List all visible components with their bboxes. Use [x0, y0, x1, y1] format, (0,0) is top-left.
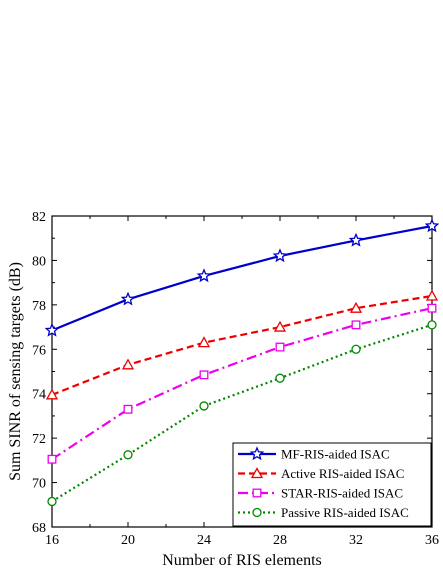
- x-axis-label: Number of RIS elements: [162, 552, 322, 569]
- y-tick-label: 70: [32, 477, 46, 492]
- data-point: [272, 248, 288, 263]
- data-point: [47, 496, 57, 507]
- data-point: [120, 291, 136, 306]
- series-markers: [44, 218, 440, 507]
- series-line-3: [51, 307, 433, 461]
- data-point: [123, 404, 133, 414]
- data-point: [123, 450, 133, 460]
- y-tick-label: 72: [32, 432, 46, 447]
- x-tick-label: 24: [197, 533, 211, 548]
- data-point: [199, 370, 209, 380]
- y-tick-label: 80: [32, 254, 46, 269]
- legend-marker: [252, 488, 262, 498]
- y-tick-label: 82: [32, 210, 46, 225]
- y-axis-label: Sum SINR of sensing targets (dB): [7, 262, 24, 481]
- tick-labels: 16 20 24 28 32 36 68 70 72 74 76 78 80 82: [32, 210, 439, 548]
- legend-label: MF-RIS-aided ISAC: [281, 447, 390, 462]
- y-tick-label: 74: [32, 388, 46, 403]
- data-point: [424, 218, 440, 233]
- legend: MF-RIS-aided ISAC Active RIS-aided ISAC ST…: [232, 442, 432, 527]
- data-point: [196, 268, 212, 283]
- data-point: [121, 358, 135, 370]
- data-point: [351, 344, 361, 354]
- data-point: [425, 289, 439, 301]
- x-tick-label: 20: [121, 533, 135, 548]
- data-point: [275, 342, 285, 352]
- y-tick-label: 76: [32, 343, 46, 358]
- series-line-2: [51, 294, 433, 396]
- data-point: [197, 336, 211, 348]
- y-tick-label: 68: [32, 521, 46, 536]
- y-tick-label: 78: [32, 299, 46, 314]
- data-point: [348, 232, 364, 247]
- data-point: [351, 320, 361, 330]
- legend-label: Passive RIS-aided ISAC: [281, 505, 409, 520]
- data-point: [427, 320, 437, 330]
- series-line-4: [51, 323, 433, 503]
- data-point: [275, 373, 285, 383]
- legend-box: [232, 442, 432, 527]
- x-tick-label: 16: [45, 533, 59, 548]
- legend-label: Active RIS-aided ISAC: [281, 466, 404, 481]
- data-point: [45, 388, 59, 400]
- x-tick-label: 32: [349, 533, 363, 548]
- data-point: [47, 454, 57, 464]
- data-point: [427, 303, 437, 313]
- legend-marker: [252, 507, 262, 518]
- series-lines: [51, 224, 433, 503]
- legend-marker: [250, 467, 264, 479]
- x-tick-label: 28: [273, 533, 287, 548]
- legend-marker: [249, 446, 265, 461]
- data-point: [199, 401, 209, 411]
- series-line-1: [51, 224, 433, 332]
- data-point: [349, 301, 363, 313]
- x-tick-label: 36: [425, 533, 439, 548]
- data-point: [44, 322, 60, 337]
- legend-label: STAR-RIS-aided ISAC: [281, 486, 403, 501]
- data-point: [273, 320, 287, 332]
